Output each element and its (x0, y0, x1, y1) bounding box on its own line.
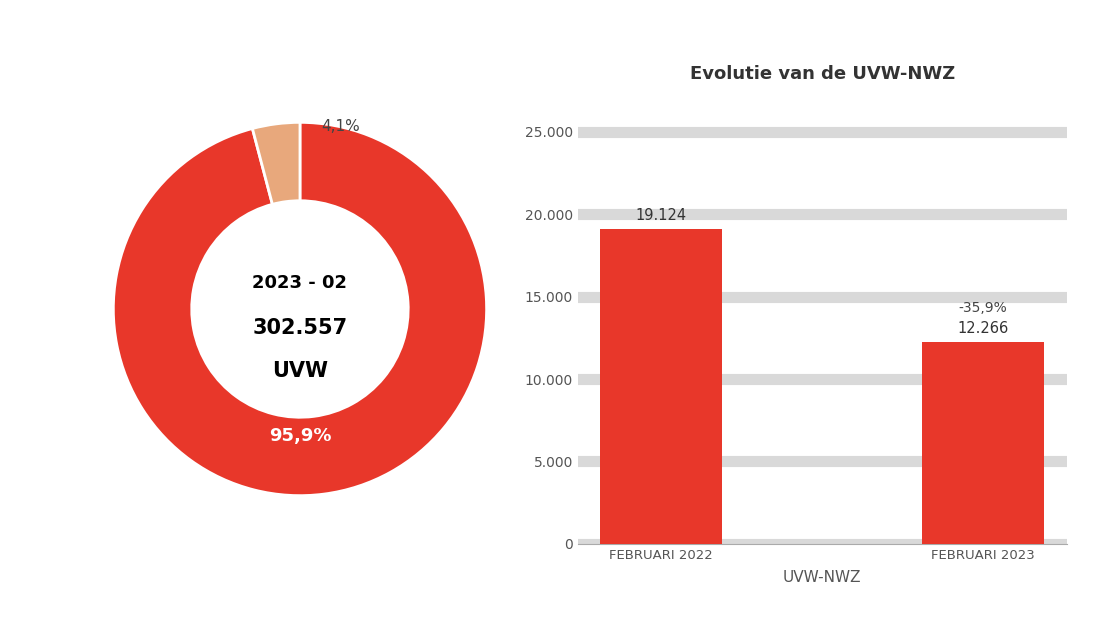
Text: 302.557: 302.557 (252, 318, 348, 337)
Text: 19.124: 19.124 (635, 208, 687, 223)
Title: Evolutie van de UVW-NWZ: Evolutie van de UVW-NWZ (690, 66, 954, 83)
Text: 2023 - 02: 2023 - 02 (252, 274, 348, 292)
Bar (922, 342, 1044, 544)
Wedge shape (113, 122, 487, 496)
Wedge shape (252, 122, 300, 205)
Legend: Werkzoekenden, Niet-
werkzoekenden: Werkzoekenden, Niet- werkzoekenden (0, 291, 3, 374)
Text: 4,1%: 4,1% (322, 119, 360, 133)
X-axis label: UVW-NWZ: UVW-NWZ (783, 570, 861, 585)
Bar (600, 229, 722, 544)
Text: UVW: UVW (272, 360, 328, 381)
Text: -35,9%: -35,9% (959, 302, 1008, 315)
Text: 95,9%: 95,9% (269, 427, 331, 445)
Text: 12.266: 12.266 (958, 321, 1009, 336)
